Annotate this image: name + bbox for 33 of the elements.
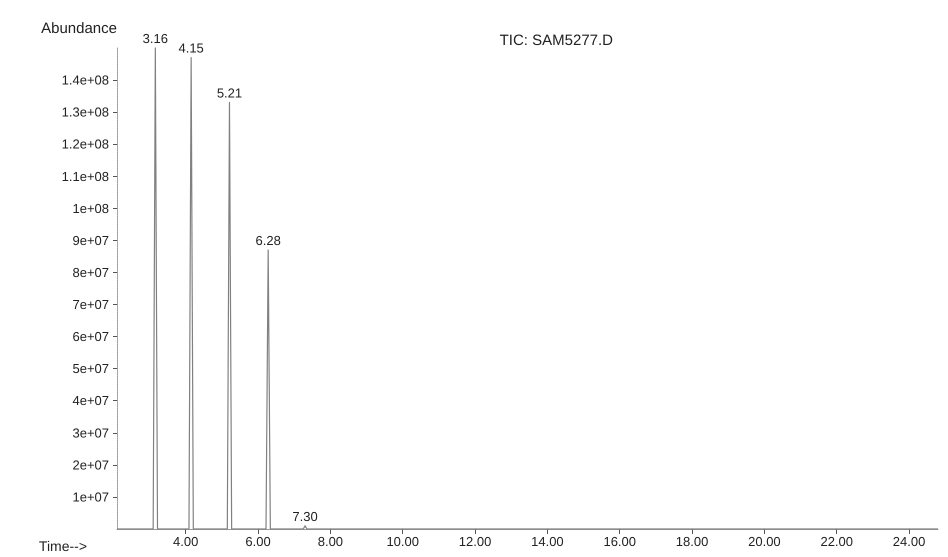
annotation: 4.15 — [178, 40, 204, 56]
chart-title: TIC: SAM5277.D — [500, 32, 614, 49]
y-axis-title: Abundance — [41, 20, 117, 37]
x-tick-label: 10.00 — [386, 534, 419, 549]
y-tick-label: 1.1e+08 — [62, 168, 109, 184]
x-axis-title: Time--> — [38, 538, 87, 554]
y-tick-label: 8e+07 — [72, 264, 109, 280]
y-tick-label: 2e+07 — [72, 457, 109, 472]
y-tick-label: 1e+07 — [72, 489, 109, 504]
y-tick-label: 1e+08 — [72, 200, 109, 216]
y-tick-label: 5e+07 — [72, 361, 109, 376]
y-tick-label: 6e+07 — [72, 329, 109, 344]
y-tick-label: 1.2e+08 — [62, 136, 109, 152]
x-tick-label: 14.00 — [531, 534, 564, 549]
annotation: 3.16 — [142, 31, 168, 46]
y-tick-label: 4e+07 — [72, 393, 109, 408]
annotation: 7.30 — [292, 508, 318, 524]
x-tick-label: 8.00 — [318, 534, 344, 549]
x-tick-label: 22.00 — [820, 534, 854, 549]
annotation: 5.21 — [216, 86, 242, 101]
x-tick-label: 4.00 — [173, 534, 198, 549]
x-tick-label: 12.00 — [458, 534, 492, 549]
x-tick-label: 6.00 — [245, 534, 271, 549]
annotation: 6.28 — [256, 233, 281, 248]
y-tick-label: 1.3e+08 — [62, 104, 109, 120]
y-tick-label: 1.4e+08 — [62, 72, 109, 88]
x-tick-label: 16.00 — [603, 534, 636, 549]
y-tick-label: 3e+07 — [72, 425, 109, 440]
x-tick-label: 18.00 — [676, 534, 708, 549]
x-tick-label: 24.00 — [892, 534, 926, 549]
x-tick-label: 20.00 — [748, 534, 781, 549]
y-tick-label: 9e+07 — [72, 232, 109, 248]
y-tick-label: 7e+07 — [72, 297, 109, 312]
